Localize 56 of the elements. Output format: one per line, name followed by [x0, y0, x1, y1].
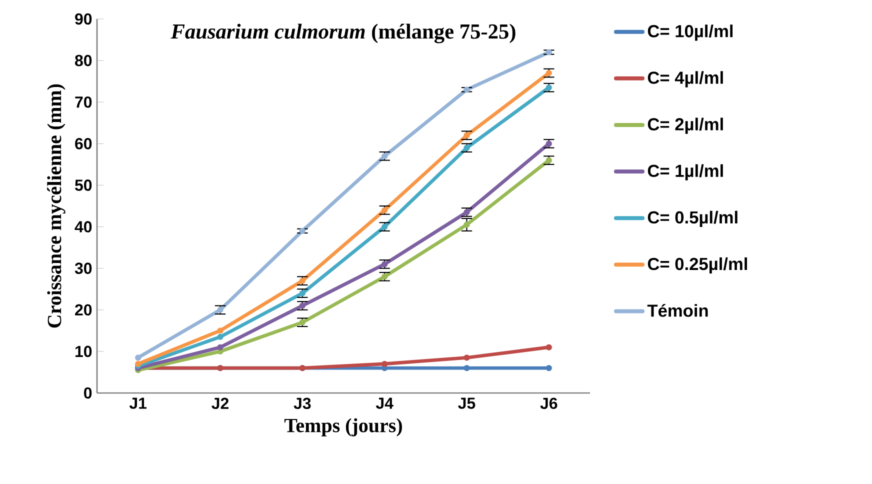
y-tick-label: 10 [76, 346, 92, 358]
point [546, 157, 552, 164]
x-tick-label: J4 [376, 398, 394, 409]
legend-label: C= 0.25µl/ml [648, 257, 747, 274]
point [546, 70, 552, 76]
point [217, 306, 224, 313]
point [546, 364, 552, 372]
point [464, 132, 470, 138]
legend-label: C= 4µl/ml [648, 71, 723, 88]
point [217, 328, 224, 334]
point [464, 222, 470, 228]
x-axis-title: Temps (jours) [284, 418, 402, 436]
point [464, 364, 470, 372]
point [382, 153, 388, 160]
y-tick-label: 40 [74, 221, 92, 232]
y-tick-label: 60 [75, 138, 92, 150]
point [382, 261, 388, 268]
point [299, 319, 306, 326]
x-tick-label: J1 [129, 398, 147, 409]
point [299, 290, 306, 296]
y-tick-label: 90 [75, 13, 92, 25]
point [382, 274, 388, 280]
y-tick-label: 70 [75, 96, 92, 108]
y-tick-label: 50 [75, 180, 92, 191]
x-tick-label: J3 [294, 398, 311, 410]
legend-label: Témoin [647, 304, 708, 317]
point [382, 224, 388, 230]
x-tick-label: J2 [212, 398, 229, 410]
point [217, 334, 224, 340]
x-tick-label: J5 [458, 398, 476, 409]
point [382, 207, 388, 214]
point [299, 278, 306, 284]
point [464, 86, 470, 93]
legend-label: C= 10µl/ml [648, 24, 733, 41]
y-tick-label: 80 [75, 54, 92, 66]
point [382, 360, 388, 367]
point [464, 354, 470, 361]
point [546, 84, 552, 91]
point [546, 344, 552, 350]
y-tick-label: 30 [74, 262, 92, 274]
legend-label: C= 2µl/ml [648, 118, 723, 134]
y-tick-label: 0 [84, 387, 92, 399]
y-axis-title: Croissance mycélienne (mm) [47, 84, 66, 328]
point [546, 140, 552, 147]
point [464, 144, 470, 151]
legend-label: C= 1µl/ml [648, 164, 723, 180]
x-tick-label: J6 [540, 398, 558, 410]
point [299, 228, 306, 234]
point [135, 360, 142, 367]
point [299, 302, 306, 309]
chart-title: Fausarium culmorum (mélange 75-25) [170, 24, 516, 44]
y-tick-label: 20 [75, 304, 92, 316]
point [546, 49, 552, 56]
point [135, 354, 142, 361]
legend-label: C= 0.5µl/ml [648, 210, 738, 227]
point [217, 344, 224, 350]
